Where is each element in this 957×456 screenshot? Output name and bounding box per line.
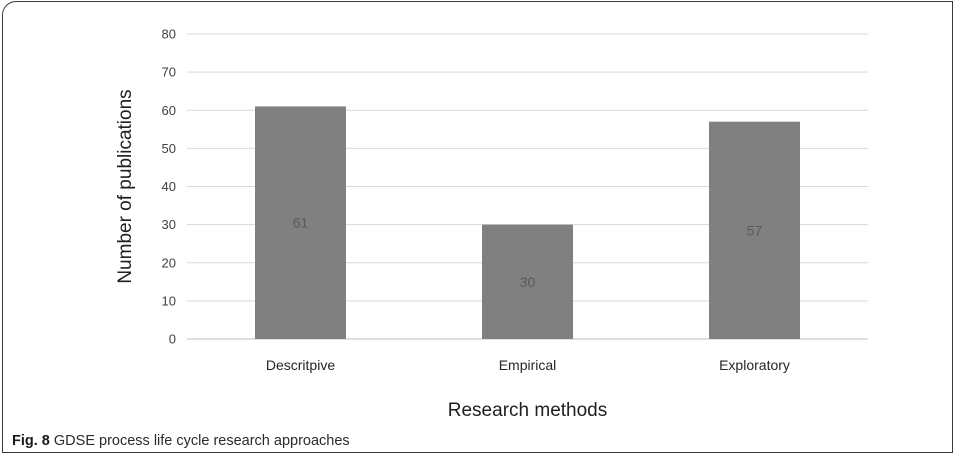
caption-text: GDSE process life cycle research approac… bbox=[53, 433, 350, 449]
data-label-exploratory: 57 bbox=[747, 222, 763, 238]
x-axis-ticks: Descritpive Empirical Exploratory bbox=[266, 357, 790, 373]
y-tick-label: 80 bbox=[162, 27, 176, 42]
figure-caption: Fig. 8 GDSE process life cycle research … bbox=[12, 432, 350, 450]
x-axis-title: Research methods bbox=[448, 400, 607, 421]
data-label-empirical: 30 bbox=[520, 274, 536, 290]
bar-chart: 0 10 20 30 40 50 60 70 80 61 30 57 Descritpive Empi… bbox=[115, 27, 868, 421]
y-tick-label: 70 bbox=[162, 65, 176, 80]
x-tick-label-descritpive: Descritpive bbox=[266, 357, 335, 373]
y-tick-label: 10 bbox=[162, 293, 176, 308]
y-tick-label: 20 bbox=[162, 255, 176, 270]
bars: 61 30 57 bbox=[255, 106, 800, 339]
y-axis-title: Number of publications bbox=[115, 89, 136, 283]
y-tick-label: 0 bbox=[169, 332, 176, 347]
x-tick-label-empirical: Empirical bbox=[499, 357, 557, 373]
y-tick-label: 50 bbox=[162, 141, 176, 156]
y-tick-label: 30 bbox=[162, 217, 176, 232]
bar-exploratory bbox=[709, 121, 800, 339]
bar-descritpive bbox=[255, 106, 346, 339]
data-label-descritpive: 61 bbox=[293, 215, 309, 231]
y-tick-label: 60 bbox=[162, 103, 176, 118]
figure-number: Fig. 8 bbox=[12, 433, 50, 449]
y-tick-label: 40 bbox=[162, 179, 176, 194]
y-axis-ticks: 0 10 20 30 40 50 60 70 80 bbox=[162, 27, 176, 347]
x-tick-label-exploratory: Exploratory bbox=[719, 357, 790, 373]
bar-empirical bbox=[482, 224, 573, 339]
